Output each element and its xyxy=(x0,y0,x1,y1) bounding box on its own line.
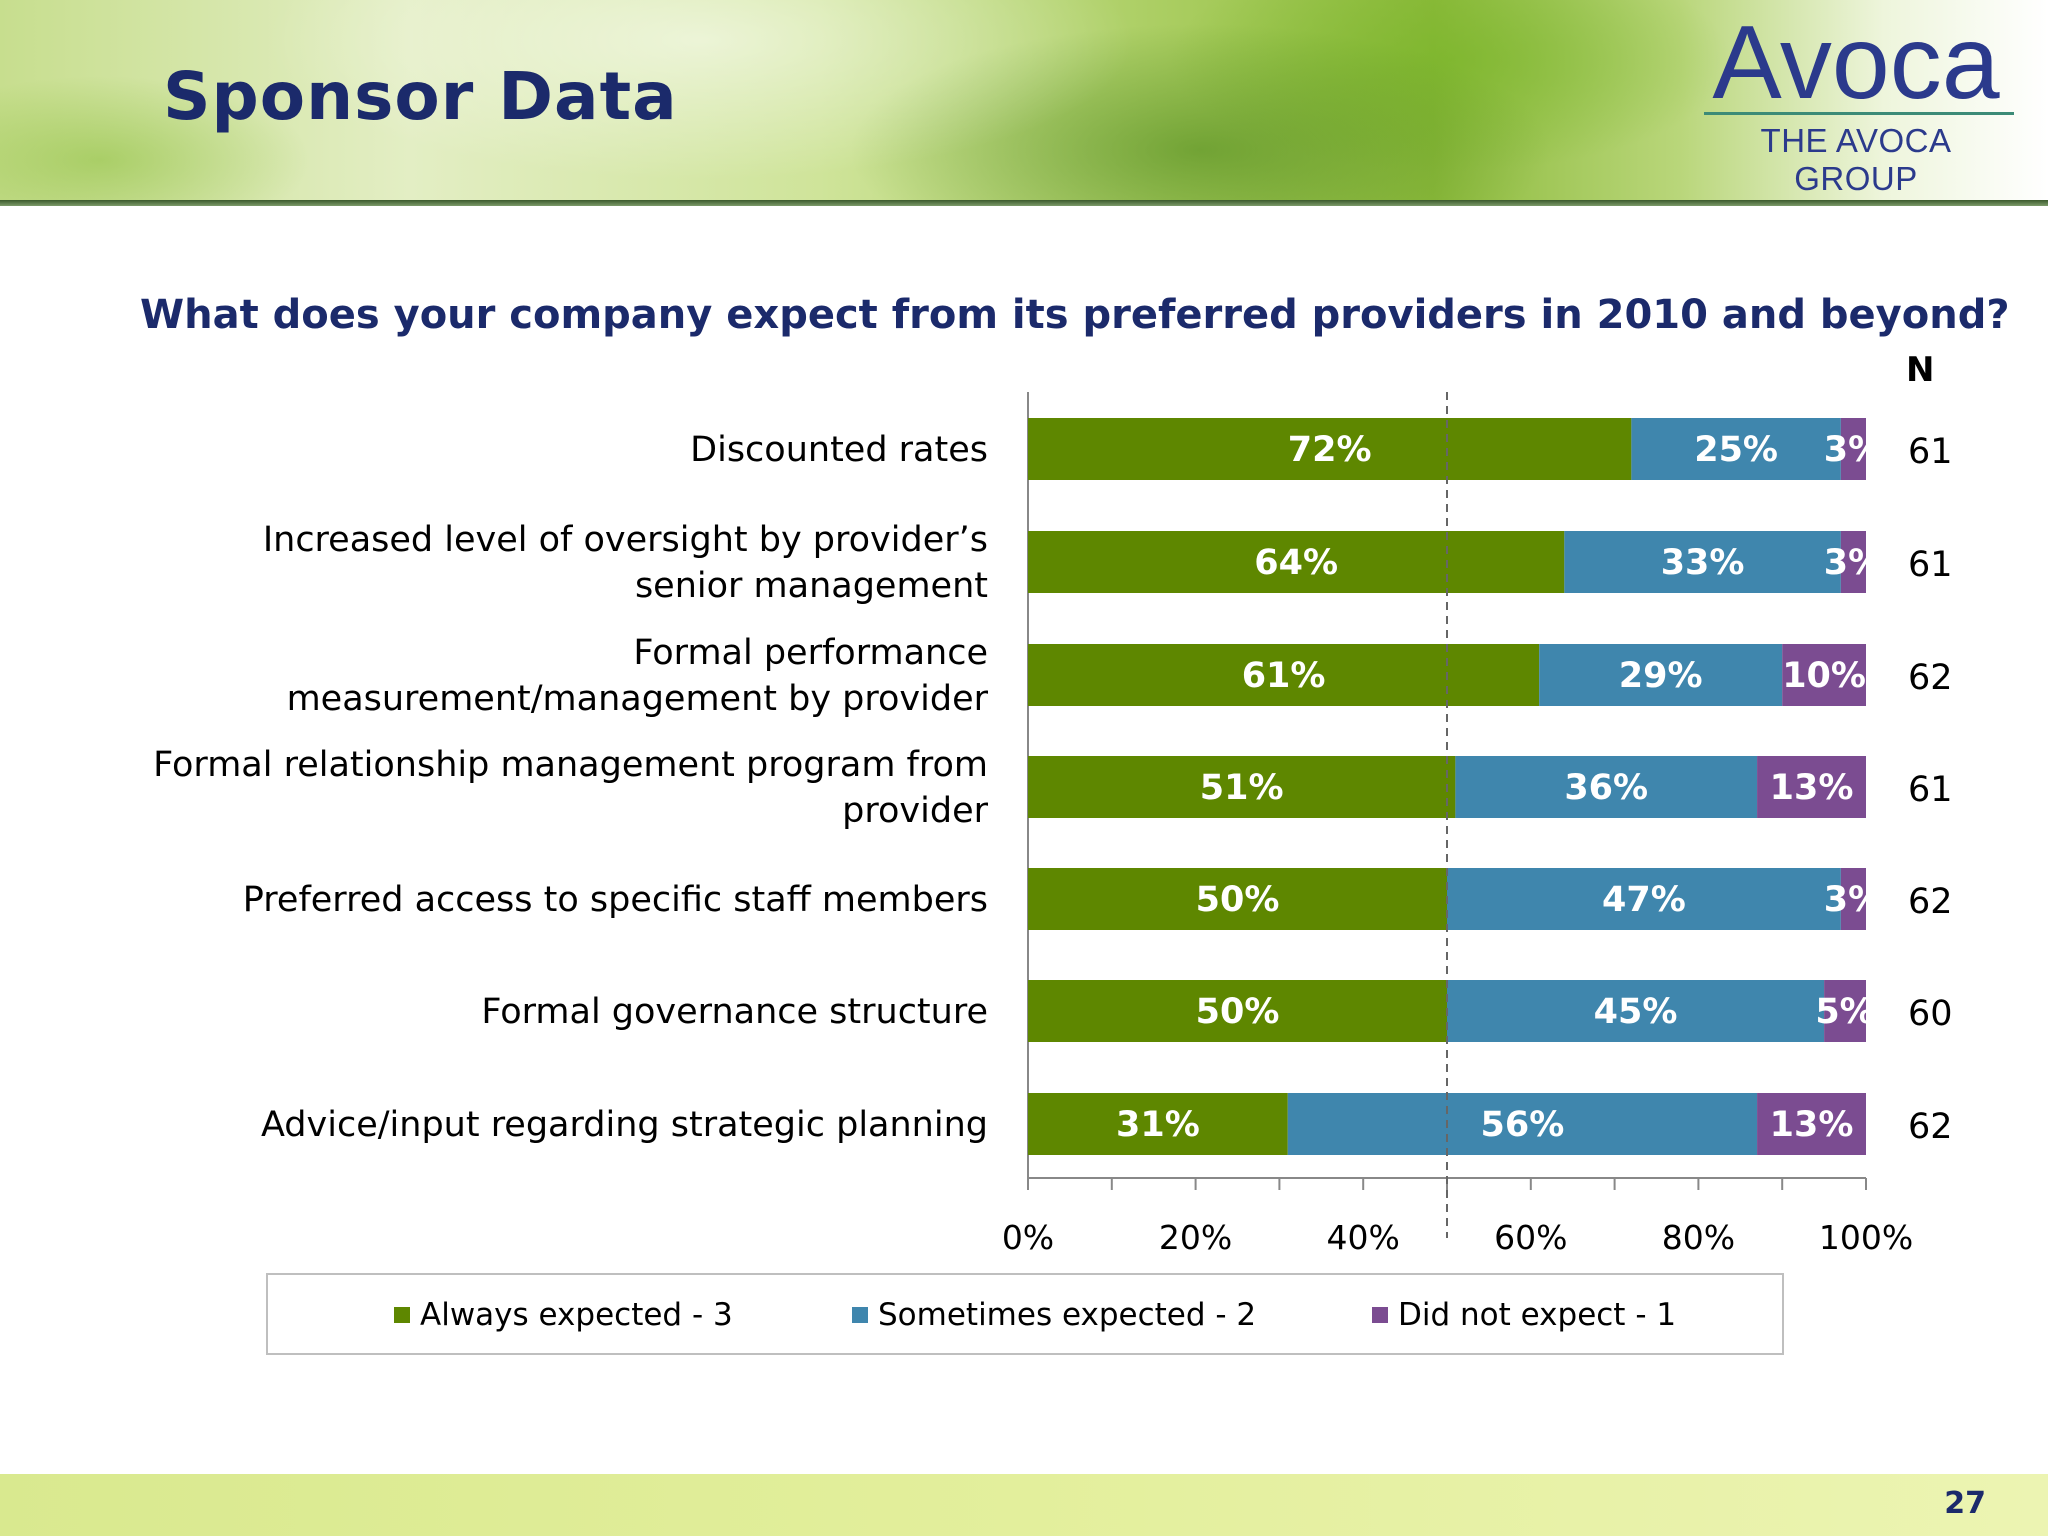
data-label-sometimes: 33% xyxy=(1661,543,1745,583)
n-value: 62 xyxy=(1908,658,1953,698)
x-tick-label: 80% xyxy=(1662,1218,1735,1257)
bar-segment-did-not xyxy=(1782,644,1866,706)
legend-item-did-not: Did not expect - 1 xyxy=(1372,1297,1676,1333)
x-tick-label: 0% xyxy=(1002,1218,1054,1257)
bar-segment-did-not xyxy=(1840,868,1866,930)
data-label-always: 51% xyxy=(1200,768,1284,808)
data-label-always: 64% xyxy=(1254,543,1338,583)
bar-segment-did-not xyxy=(1840,531,1866,593)
data-label-did-not: 3% xyxy=(1824,880,1883,920)
bar-segment-always xyxy=(1028,418,1632,480)
bar-segment-did-not xyxy=(1757,756,1866,818)
avoca-logo: Avoca THE AVOCA GROUP xyxy=(1696,5,2016,197)
bar-segment-sometimes xyxy=(1455,756,1758,818)
x-tick-label: 20% xyxy=(1159,1218,1232,1257)
data-label-sometimes: 47% xyxy=(1602,880,1686,920)
data-label-sometimes: 36% xyxy=(1564,768,1648,808)
category-label: Formal performance measurement/management… xyxy=(287,633,989,719)
data-label-sometimes: 25% xyxy=(1694,430,1778,470)
bar-segment-sometimes xyxy=(1631,418,1841,480)
data-label-sometimes: 29% xyxy=(1619,656,1703,696)
category-label: Discounted rates xyxy=(690,430,988,470)
bar-segment-always xyxy=(1028,531,1565,593)
category-label: Formal governance structure xyxy=(481,992,988,1032)
logo-rule xyxy=(1704,112,2014,115)
n-column-header: N xyxy=(1906,350,1935,390)
legend-label-always: Always expected - 3 xyxy=(420,1297,733,1333)
legend-item-sometimes: Sometimes expected - 2 xyxy=(852,1297,1256,1333)
legend-item-always: Always expected - 3 xyxy=(394,1297,733,1333)
data-label-always: 61% xyxy=(1242,656,1326,696)
header-banner xyxy=(0,0,2048,206)
data-label-always: 31% xyxy=(1116,1105,1200,1145)
chart-legend: Always expected - 3 Sometimes expected -… xyxy=(266,1273,1784,1355)
n-value: 60 xyxy=(1908,994,1953,1034)
legend-swatch-always xyxy=(394,1307,410,1323)
bar-segment-sometimes xyxy=(1564,531,1841,593)
logo-subtitle: THE AVOCA GROUP xyxy=(1760,122,1952,197)
data-label-did-not: 13% xyxy=(1770,768,1854,808)
data-label-sometimes: 45% xyxy=(1594,992,1678,1032)
bar-segment-sometimes xyxy=(1539,644,1783,706)
legend-swatch-sometimes xyxy=(852,1307,868,1323)
data-label-sometimes: 56% xyxy=(1481,1105,1565,1145)
bar-segment-always xyxy=(1028,756,1456,818)
logo-wordmark: Avoca xyxy=(1712,5,2000,121)
bar-segment-always xyxy=(1028,1093,1288,1155)
chart-question: What does your company expect from its p… xyxy=(140,292,2010,338)
bar-segment-did-not xyxy=(1840,418,1866,480)
bar-segment-sometimes xyxy=(1287,1093,1758,1155)
x-tick-label: 100% xyxy=(1819,1218,1913,1257)
n-value: 61 xyxy=(1908,545,1953,585)
category-label: Advice/input regarding strategic plannin… xyxy=(261,1105,988,1145)
page-title: Sponsor Data xyxy=(163,58,678,135)
bar-segment-did-not xyxy=(1824,980,1866,1042)
bar-segment-always xyxy=(1028,644,1540,706)
bar-segment-sometimes xyxy=(1447,868,1841,930)
category-label: Preferred access to specific staff membe… xyxy=(243,880,988,920)
legend-swatch-did-not xyxy=(1372,1307,1388,1323)
data-label-did-not: 5% xyxy=(1815,992,1874,1032)
data-label-always: 72% xyxy=(1288,430,1372,470)
legend-label-did-not: Did not expect - 1 xyxy=(1398,1297,1677,1333)
data-label-did-not: 10% xyxy=(1782,656,1866,696)
x-tick-label: 40% xyxy=(1327,1218,1400,1257)
stacked-bar-chart: 0% 20% 40% 60% 80% 100% 72% 25% 3% Discounted rat… xyxy=(153,392,1953,1257)
n-value: 62 xyxy=(1908,1107,1953,1147)
n-value: 61 xyxy=(1908,770,1953,810)
data-label-did-not: 3% xyxy=(1824,430,1883,470)
footer-bar: 27 xyxy=(0,1474,2048,1536)
n-value: 61 xyxy=(1908,432,1953,472)
category-label: Formal relationship management program f… xyxy=(153,745,988,831)
legend-label-sometimes: Sometimes expected - 2 xyxy=(878,1297,1257,1333)
data-label-always: 50% xyxy=(1196,880,1280,920)
data-label-always: 50% xyxy=(1196,992,1280,1032)
bar-segment-always xyxy=(1028,980,1447,1042)
bar-segment-always xyxy=(1028,868,1447,930)
n-value: 62 xyxy=(1908,882,1953,922)
header-divider xyxy=(0,200,2048,206)
page-number: 27 xyxy=(1944,1486,1986,1521)
bar-segment-did-not xyxy=(1757,1093,1866,1155)
data-label-did-not: 3% xyxy=(1824,543,1883,583)
bar-segment-sometimes xyxy=(1447,980,1825,1042)
x-tick-label: 60% xyxy=(1494,1218,1567,1257)
data-label-did-not: 13% xyxy=(1770,1105,1854,1145)
category-label: Increased level of oversight by provider… xyxy=(263,520,988,606)
